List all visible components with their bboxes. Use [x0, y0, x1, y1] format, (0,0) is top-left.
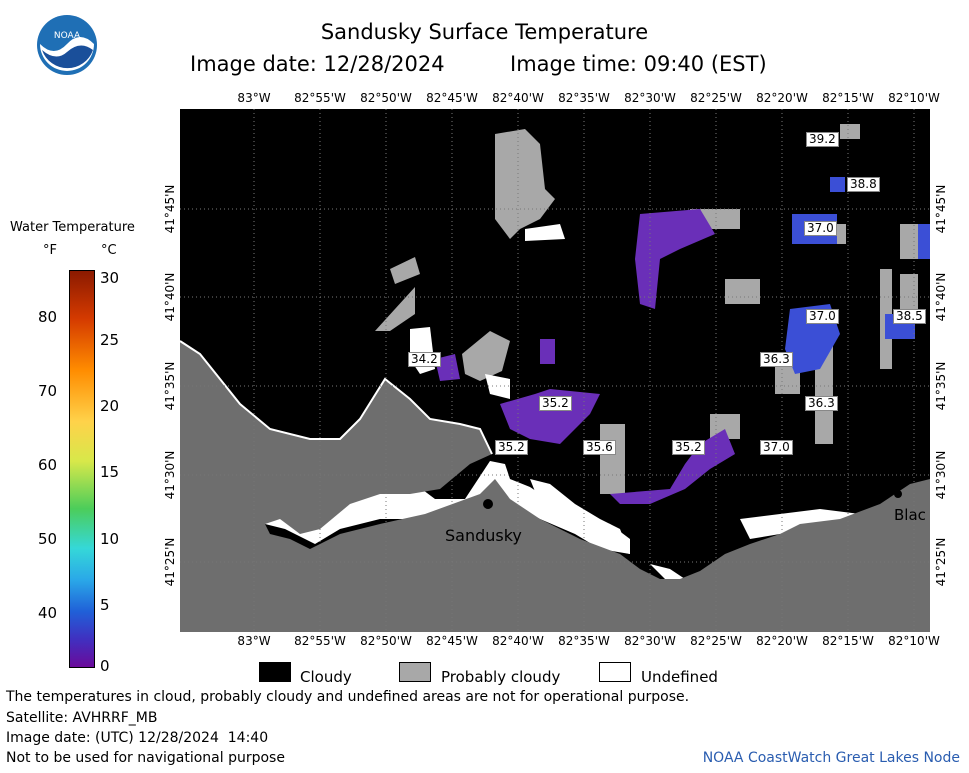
map-title: Sandusky Surface Temperature — [320, 20, 649, 44]
temp-label: 36.3 — [805, 396, 838, 411]
scale-tick-c: 15 — [100, 463, 120, 481]
latitude-label: 41°40'N — [163, 272, 177, 322]
temp-label: 34.2 — [408, 352, 441, 367]
temp-label: 39.2 — [806, 132, 839, 147]
latitude-label: 41°25'N — [934, 537, 948, 587]
blac-dot — [894, 490, 902, 498]
legend-cloudy-swatch — [259, 662, 291, 682]
temp-label: 35.2 — [539, 396, 572, 411]
footer-utc-date: Image date: (UTC) 12/28/2024 14:40 — [6, 730, 269, 746]
longitude-label: 82°15'W — [822, 634, 874, 648]
legend-probably-cloudy-swatch — [399, 662, 431, 682]
scale-tick-c: 10 — [100, 530, 120, 548]
temp-label: 36.3 — [760, 352, 793, 367]
scale-tick-c: 20 — [100, 397, 120, 415]
longitude-label: 82°45'W — [426, 634, 478, 648]
temp-label: 37.0 — [760, 440, 793, 455]
longitude-label: 82°40'W — [492, 634, 544, 648]
longitude-label: 82°55'W — [294, 91, 346, 105]
city-label-blac: Blac — [894, 506, 926, 524]
longitude-label: 82°15'W — [822, 91, 874, 105]
longitude-label: 82°45'W — [426, 91, 478, 105]
temperature-map — [179, 109, 930, 632]
noaa-logo: NOAA — [36, 14, 98, 76]
color-scale-bar — [69, 270, 95, 668]
scale-tick-f: 80 — [38, 308, 58, 326]
noaa-logo-text: NOAA — [54, 31, 81, 41]
image-date: Image date: 12/28/2024 — [190, 52, 445, 76]
temp-label: 35.6 — [583, 440, 616, 455]
latitude-label: 41°30'N — [934, 450, 948, 500]
longitude-label: 82°30'W — [624, 634, 676, 648]
longitude-label: 83°W — [237, 634, 271, 648]
latitude-label: 41°30'N — [163, 450, 177, 500]
sandusky-dot — [483, 499, 493, 509]
longitude-label: 82°35'W — [558, 634, 610, 648]
scale-tick-c: 0 — [100, 657, 110, 675]
longitude-label: 82°25'W — [690, 634, 742, 648]
latitude-label: 41°45'N — [934, 184, 948, 234]
scale-tick-c: 30 — [100, 269, 120, 287]
longitude-label: 82°25'W — [690, 91, 742, 105]
city-label-sandusky: Sandusky — [445, 526, 522, 545]
latitude-label: 41°35'N — [163, 361, 177, 411]
longitude-label: 82°50'W — [360, 634, 412, 648]
temp-label: 38.5 — [893, 309, 926, 324]
scale-tick-c: 25 — [100, 331, 120, 349]
longitude-label: 82°10'W — [888, 634, 940, 648]
longitude-label: 82°35'W — [558, 91, 610, 105]
legend-undefined-swatch — [599, 662, 631, 682]
footer-nav-warning: Not to be used for navigational purpose — [6, 750, 285, 766]
temp-label: 35.2 — [495, 440, 528, 455]
temp-label: 37.0 — [806, 309, 839, 324]
legend-undefined-label: Undefined — [641, 668, 718, 686]
footer-credit: NOAA CoastWatch Great Lakes Node — [702, 750, 960, 766]
footer-note: The temperatures in cloud, probably clou… — [6, 689, 690, 705]
scale-unit-f: °F — [43, 243, 57, 258]
longitude-label: 82°50'W — [360, 91, 412, 105]
footer-satellite: Satellite: AVHRRF_MB — [6, 710, 158, 726]
temp-label: 35.2 — [672, 440, 705, 455]
image-time: Image time: 09:40 (EST) — [510, 52, 767, 76]
scale-tick-c: 5 — [100, 596, 110, 614]
scale-tick-f: 70 — [38, 382, 58, 400]
legend-probably-cloudy-label: Probably cloudy — [441, 668, 561, 686]
latitude-label: 41°45'N — [163, 184, 177, 234]
scale-tick-f: 50 — [38, 530, 58, 548]
scale-title: Water Temperature — [10, 220, 135, 235]
longitude-label: 82°20'W — [756, 634, 808, 648]
latitude-label: 41°40'N — [934, 272, 948, 322]
longitude-label: 82°20'W — [756, 91, 808, 105]
scale-tick-f: 60 — [38, 456, 58, 474]
longitude-label: 82°30'W — [624, 91, 676, 105]
latitude-label: 41°35'N — [934, 361, 948, 411]
longitude-label: 83°W — [237, 91, 271, 105]
scale-unit-c: °C — [101, 243, 117, 258]
temp-label: 38.8 — [847, 177, 880, 192]
latitude-label: 41°25'N — [163, 537, 177, 587]
scale-tick-f: 40 — [38, 604, 58, 622]
longitude-label: 82°55'W — [294, 634, 346, 648]
longitude-label: 82°10'W — [888, 91, 940, 105]
temp-label: 37.0 — [804, 221, 837, 236]
longitude-label: 82°40'W — [492, 91, 544, 105]
legend-cloudy-label: Cloudy — [300, 668, 352, 686]
